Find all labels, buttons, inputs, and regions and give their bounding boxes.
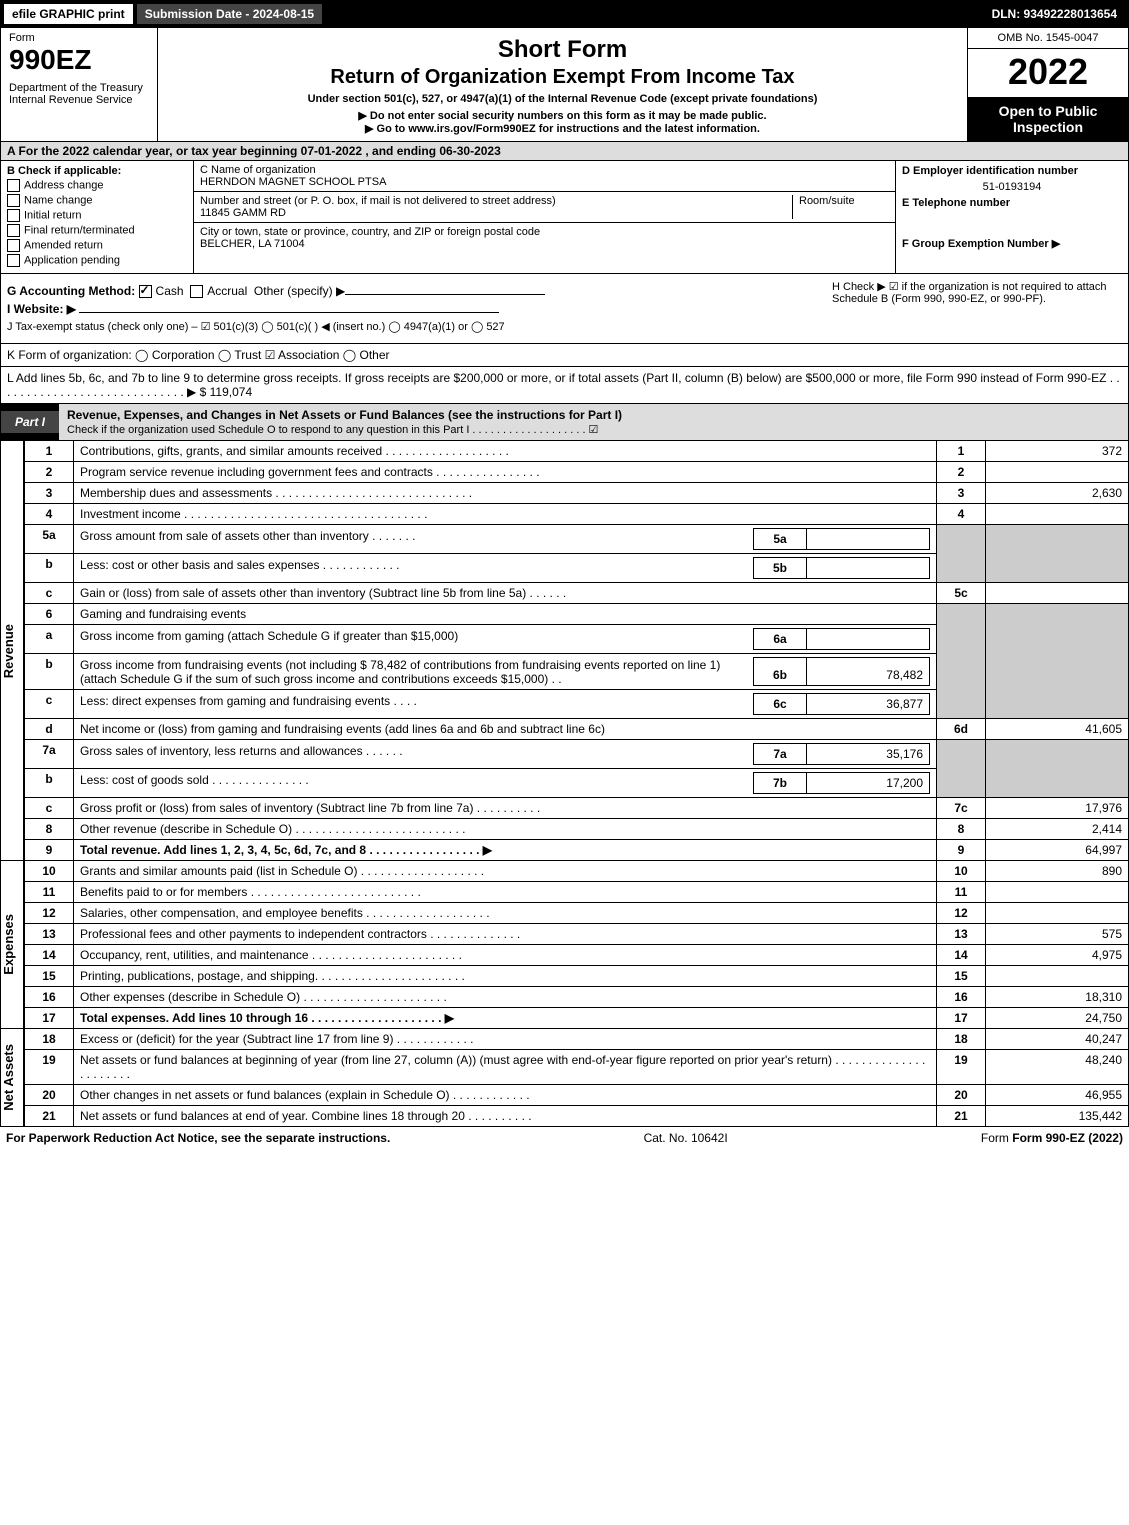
c-addr: 11845 GAMM RD (200, 207, 286, 219)
line-14: 14Occupancy, rent, utilities, and mainte… (25, 945, 1129, 966)
footer-left: For Paperwork Reduction Act Notice, see … (6, 1131, 390, 1145)
line-7c: cGross profit or (loss) from sales of in… (25, 798, 1129, 819)
l-amount: 119,074 (210, 385, 253, 399)
line-7a: 7aGross sales of inventory, less returns… (25, 740, 1129, 769)
line-19: 19Net assets or fund balances at beginni… (25, 1050, 1129, 1085)
line-11: 11Benefits paid to or for members . . . … (25, 882, 1129, 903)
chk-final-return[interactable]: Final return/terminated (7, 224, 187, 237)
line-17: 17Total expenses. Add lines 10 through 1… (25, 1008, 1129, 1029)
c-name-label: C Name of organization (200, 164, 316, 176)
part-1-title: Revenue, Expenses, and Changes in Net As… (67, 408, 622, 422)
line-21: 21Net assets or fund balances at end of … (25, 1106, 1129, 1127)
c-addr-label: Number and street (or P. O. box, if mail… (200, 195, 556, 207)
c-city: BELCHER, LA 71004 (200, 238, 305, 250)
footer-mid: Cat. No. 10642I (644, 1131, 728, 1145)
side-expenses: Expenses (1, 914, 23, 975)
chk-name-change[interactable]: Name change (7, 194, 187, 207)
block-b-c-d: B Check if applicable: Address change Na… (0, 161, 1129, 274)
chk-accrual[interactable] (190, 285, 203, 298)
section-a-period: A For the 2022 calendar year, or tax yea… (0, 142, 1129, 161)
omb-number: OMB No. 1545-0047 (968, 28, 1128, 49)
side-revenue: Revenue (1, 624, 23, 678)
line-4: 4Investment income . . . . . . . . . . .… (25, 504, 1129, 525)
page-footer: For Paperwork Reduction Act Notice, see … (0, 1127, 1129, 1149)
line-20: 20Other changes in net assets or fund ba… (25, 1085, 1129, 1106)
line-15: 15Printing, publications, postage, and s… (25, 966, 1129, 987)
open-inspection: Open to Public Inspection (968, 97, 1128, 141)
f-grp-label: F Group Exemption Number ▶ (902, 237, 1122, 250)
c-city-label: City or town, state or province, country… (200, 226, 540, 238)
g-accounting: G Accounting Method: Cash Accrual Other … (7, 284, 822, 298)
header-left: Form 990EZ Department of the Treasury In… (1, 28, 158, 141)
room-suite: Room/suite (792, 195, 889, 219)
col-c-org: C Name of organization HERNDON MAGNET SC… (194, 161, 895, 273)
top-bar: efile GRAPHIC print Submission Date - 20… (0, 0, 1129, 28)
line-12: 12Salaries, other compensation, and empl… (25, 903, 1129, 924)
net-assets-section: Net Assets 18Excess or (deficit) for the… (0, 1029, 1129, 1127)
i-website: I Website: ▶ (7, 302, 822, 316)
col-d-e-f: D Employer identification number 51-0193… (895, 161, 1128, 273)
line-5c: cGain or (loss) from sale of assets othe… (25, 583, 1129, 604)
h-schedule-b: H Check ▶ ☑ if the organization is not r… (822, 280, 1122, 337)
line-16: 16Other expenses (describe in Schedule O… (25, 987, 1129, 1008)
subtitle: Under section 501(c), 527, or 4947(a)(1)… (170, 93, 955, 105)
line-6: 6Gaming and fundraising events (25, 604, 1129, 625)
line-5a: 5aGross amount from sale of assets other… (25, 525, 1129, 554)
efile-label: efile GRAPHIC print (4, 4, 133, 24)
chk-amended[interactable]: Amended return (7, 239, 187, 252)
tax-year: 2022 (968, 49, 1128, 97)
line-18: 18Excess or (deficit) for the year (Subt… (25, 1029, 1129, 1050)
line-10: 10Grants and similar amounts paid (list … (25, 861, 1129, 882)
chk-initial-return[interactable]: Initial return (7, 209, 187, 222)
goto-link[interactable]: ▶ Go to www.irs.gov/Form990EZ for instru… (170, 122, 955, 135)
submission-date: Submission Date - 2024-08-15 (137, 4, 322, 24)
chk-cash[interactable] (139, 285, 152, 298)
dln: DLN: 93492228013654 (984, 4, 1125, 24)
line-6d: dNet income or (loss) from gaming and fu… (25, 719, 1129, 740)
revenue-section: Revenue 1Contributions, gifts, grants, a… (0, 441, 1129, 861)
e-tel-label: E Telephone number (902, 197, 1122, 209)
form-header: Form 990EZ Department of the Treasury In… (0, 28, 1129, 142)
footer-right: Form Form 990-EZ (2022) (981, 1131, 1123, 1145)
header-right: OMB No. 1545-0047 2022 Open to Public In… (968, 28, 1128, 141)
chk-pending[interactable]: Application pending (7, 254, 187, 267)
d-ein: 51-0193194 (902, 181, 1122, 193)
l-gross-receipts: L Add lines 5b, 6c, and 7b to line 9 to … (0, 367, 1129, 404)
line-13: 13Professional fees and other payments t… (25, 924, 1129, 945)
line-8: 8Other revenue (describe in Schedule O) … (25, 819, 1129, 840)
ssn-warning: ▶ Do not enter social security numbers o… (170, 109, 955, 122)
d-ein-label: D Employer identification number (902, 165, 1122, 177)
expenses-section: Expenses 10Grants and similar amounts pa… (0, 861, 1129, 1029)
form-label: Form (9, 32, 149, 44)
line-2: 2Program service revenue including gover… (25, 462, 1129, 483)
col-b-checkboxes: B Check if applicable: Address change Na… (1, 161, 194, 273)
department: Department of the Treasury Internal Reve… (9, 82, 149, 106)
short-form-title: Short Form (170, 36, 955, 64)
k-org-form: K Form of organization: ◯ Corporation ◯ … (0, 344, 1129, 367)
line-1: 1Contributions, gifts, grants, and simil… (25, 441, 1129, 462)
line-3: 3Membership dues and assessments . . . .… (25, 483, 1129, 504)
part-1-tab: Part I (1, 411, 59, 433)
block-g-h-i-j: G Accounting Method: Cash Accrual Other … (0, 274, 1129, 344)
e-tel (902, 209, 1122, 223)
header-center: Short Form Return of Organization Exempt… (158, 28, 968, 141)
main-title: Return of Organization Exempt From Incom… (170, 66, 955, 89)
part-1-header: Part I Revenue, Expenses, and Changes in… (0, 404, 1129, 441)
line-9: 9Total revenue. Add lines 1, 2, 3, 4, 5c… (25, 840, 1129, 861)
form-number: 990EZ (9, 44, 149, 76)
c-name: HERNDON MAGNET SCHOOL PTSA (200, 176, 386, 188)
chk-address-change[interactable]: Address change (7, 179, 187, 192)
b-title: B Check if applicable: (7, 165, 187, 177)
side-net-assets: Net Assets (1, 1044, 23, 1111)
part-1-check-o: Check if the organization used Schedule … (67, 424, 598, 436)
j-tax-exempt: J Tax-exempt status (check only one) – ☑… (7, 320, 822, 333)
